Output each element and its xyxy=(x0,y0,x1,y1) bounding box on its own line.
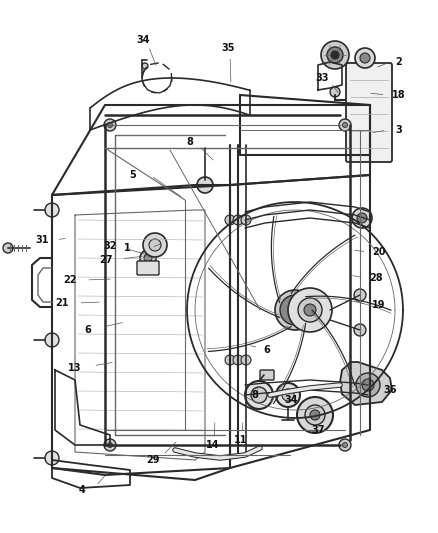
Circle shape xyxy=(289,304,301,316)
Circle shape xyxy=(142,63,148,69)
Text: 2: 2 xyxy=(396,57,403,67)
Text: 8: 8 xyxy=(187,137,194,147)
Circle shape xyxy=(107,442,113,448)
Circle shape xyxy=(362,379,374,391)
Circle shape xyxy=(331,51,339,59)
Polygon shape xyxy=(340,362,392,405)
Circle shape xyxy=(45,203,59,217)
Text: 1: 1 xyxy=(124,243,131,253)
Circle shape xyxy=(343,442,347,448)
Circle shape xyxy=(339,439,351,451)
Circle shape xyxy=(357,213,367,223)
Circle shape xyxy=(143,233,167,257)
Circle shape xyxy=(327,47,343,63)
Circle shape xyxy=(343,123,347,127)
Circle shape xyxy=(104,119,116,131)
Circle shape xyxy=(339,119,351,131)
Circle shape xyxy=(298,298,322,322)
Circle shape xyxy=(276,383,300,407)
Text: 29: 29 xyxy=(146,455,160,465)
FancyBboxPatch shape xyxy=(137,261,159,275)
Circle shape xyxy=(282,389,294,401)
Circle shape xyxy=(352,375,372,395)
Circle shape xyxy=(360,53,370,63)
Circle shape xyxy=(357,380,367,390)
Text: 33: 33 xyxy=(315,73,329,83)
Circle shape xyxy=(144,254,152,262)
Text: 18: 18 xyxy=(392,90,406,100)
Circle shape xyxy=(330,87,340,97)
Circle shape xyxy=(297,397,333,433)
Text: 36: 36 xyxy=(383,385,397,395)
Circle shape xyxy=(241,355,251,365)
Text: 19: 19 xyxy=(372,300,386,310)
Circle shape xyxy=(305,405,325,425)
Circle shape xyxy=(3,243,13,253)
Circle shape xyxy=(140,250,156,266)
Text: 6: 6 xyxy=(264,345,270,355)
Text: 35: 35 xyxy=(221,43,235,53)
Text: 8: 8 xyxy=(251,390,258,400)
Circle shape xyxy=(251,387,267,403)
Text: 4: 4 xyxy=(79,485,85,495)
Circle shape xyxy=(45,333,59,347)
Circle shape xyxy=(225,215,235,225)
Circle shape xyxy=(354,324,366,336)
Circle shape xyxy=(354,289,366,301)
Circle shape xyxy=(45,451,59,465)
Text: 28: 28 xyxy=(369,273,383,283)
Text: 22: 22 xyxy=(63,275,77,285)
Circle shape xyxy=(233,215,243,225)
FancyBboxPatch shape xyxy=(346,63,392,162)
Text: 14: 14 xyxy=(206,440,220,450)
Circle shape xyxy=(197,177,213,193)
Circle shape xyxy=(245,381,273,409)
Text: 31: 31 xyxy=(35,235,49,245)
Circle shape xyxy=(104,439,116,451)
Text: 13: 13 xyxy=(68,363,82,373)
Text: 37: 37 xyxy=(311,425,325,435)
Text: 34: 34 xyxy=(136,35,150,45)
Text: 6: 6 xyxy=(85,325,92,335)
Circle shape xyxy=(107,123,113,127)
Circle shape xyxy=(288,288,332,332)
Circle shape xyxy=(241,215,251,225)
Circle shape xyxy=(321,41,349,69)
Text: 27: 27 xyxy=(99,255,113,265)
Text: 11: 11 xyxy=(234,435,248,445)
Text: 20: 20 xyxy=(372,247,386,257)
Circle shape xyxy=(149,239,161,251)
Circle shape xyxy=(233,355,243,365)
Circle shape xyxy=(356,373,380,397)
Circle shape xyxy=(310,410,320,420)
Text: 34: 34 xyxy=(284,395,298,405)
Circle shape xyxy=(225,355,235,365)
Circle shape xyxy=(352,208,372,228)
Text: 5: 5 xyxy=(130,170,136,180)
Circle shape xyxy=(355,48,375,68)
Text: 32: 32 xyxy=(103,241,117,251)
Circle shape xyxy=(275,290,315,330)
Circle shape xyxy=(280,295,310,325)
FancyBboxPatch shape xyxy=(260,370,274,380)
Text: 21: 21 xyxy=(55,298,69,308)
Text: 3: 3 xyxy=(396,125,403,135)
Circle shape xyxy=(304,304,316,316)
